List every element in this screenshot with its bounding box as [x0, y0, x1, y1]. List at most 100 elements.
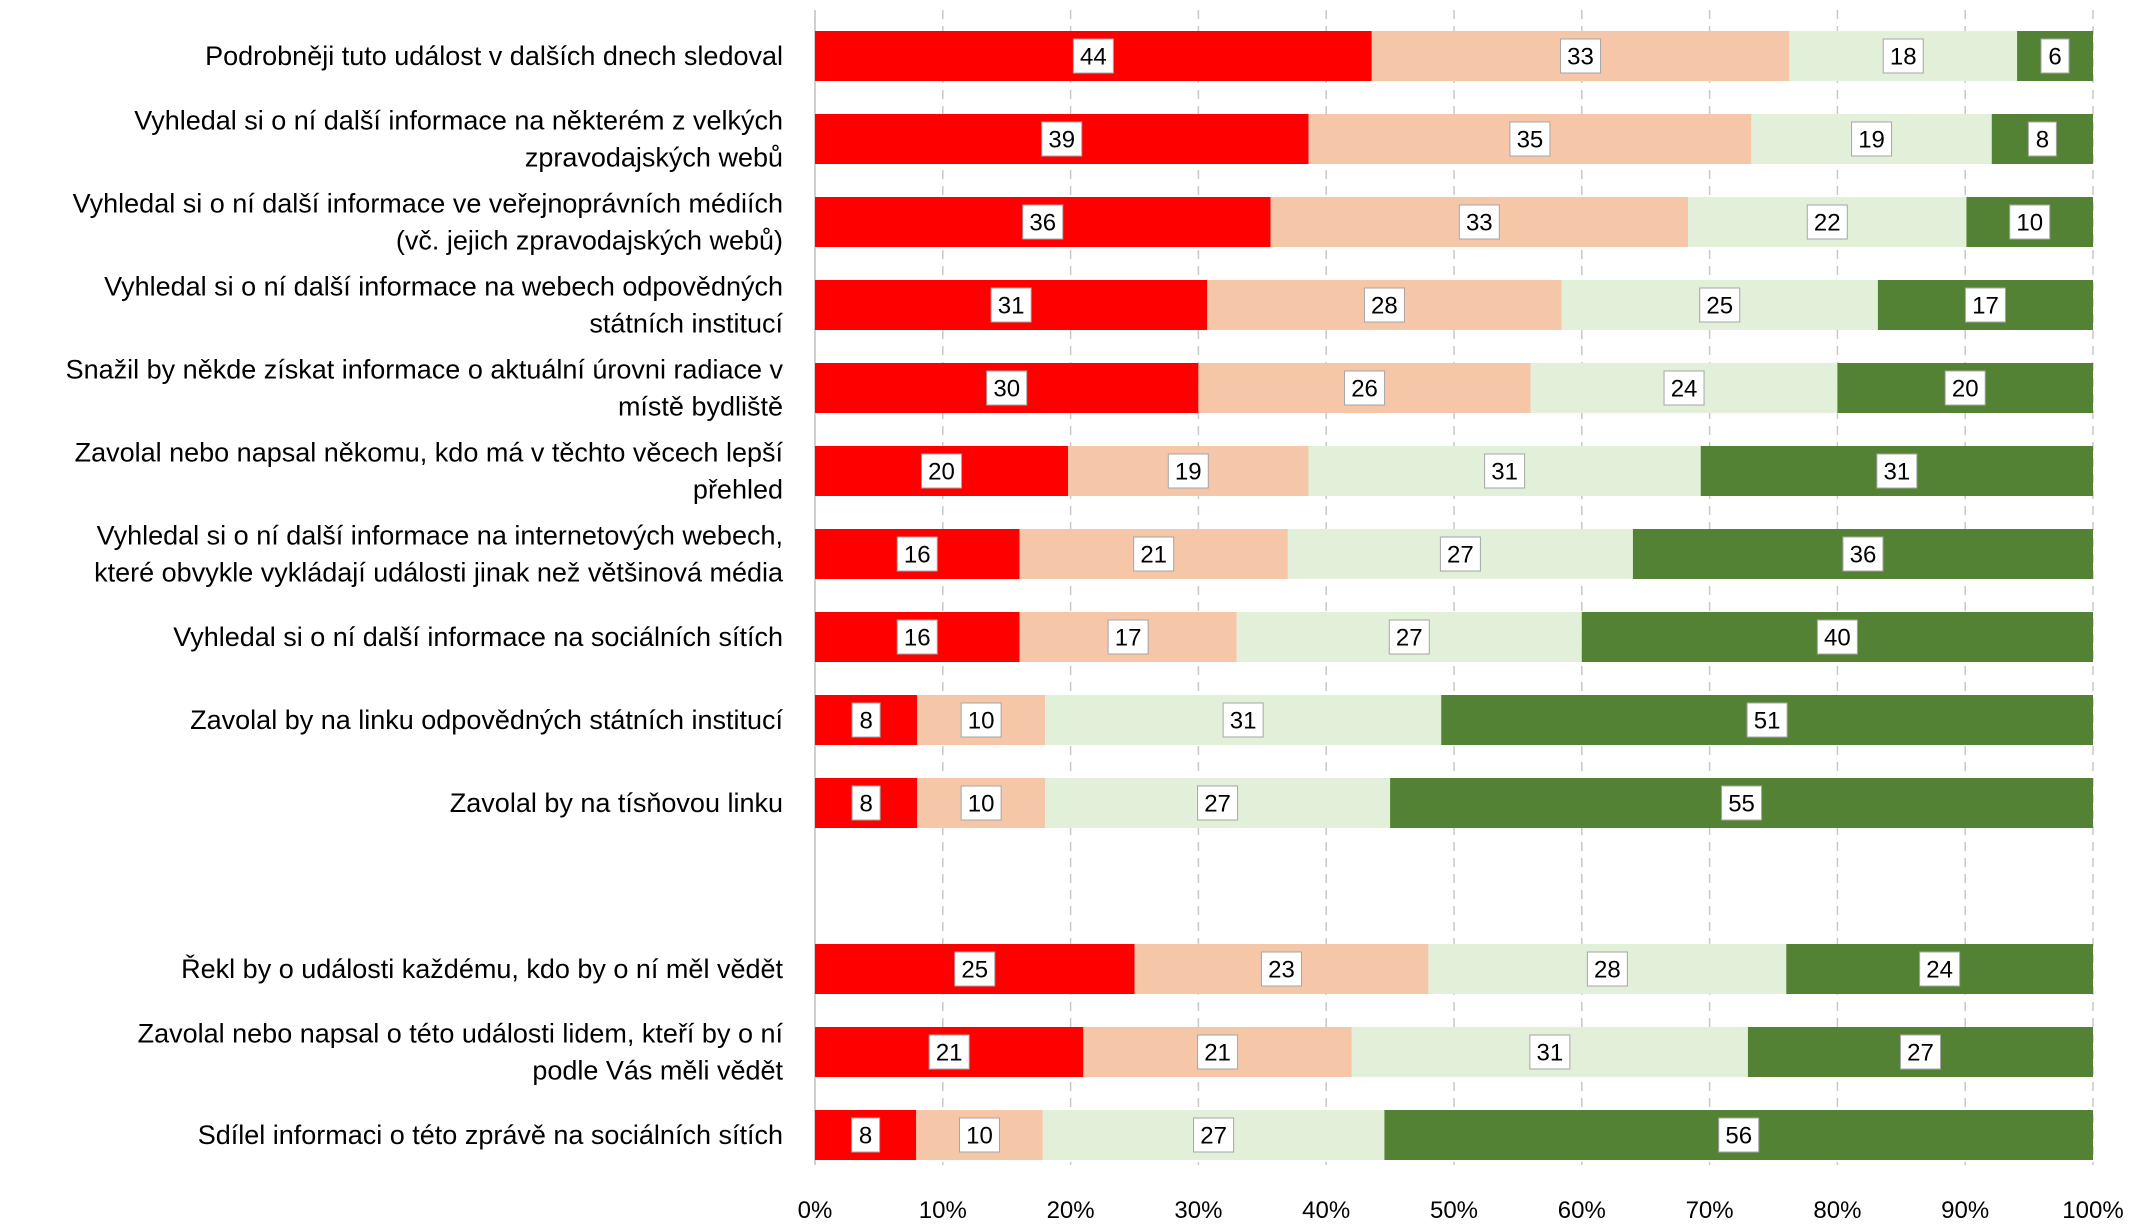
- category-labels: Podrobněji tuto událost v dalších dnech …: [66, 41, 784, 1150]
- data-label-box: [1560, 38, 1602, 74]
- data-label: 19: [1175, 459, 1202, 486]
- category-label: Vyhledal si o ní další informace na soci…: [173, 622, 783, 652]
- category-label: Vyhledal si o ní další informace na někt…: [134, 106, 783, 173]
- x-tick-label: 50%: [1430, 1197, 1478, 1224]
- data-label: 40: [1824, 625, 1851, 652]
- data-label-box: [1458, 204, 1500, 240]
- data-label-box: [921, 453, 963, 489]
- x-tick-label: 90%: [1941, 1197, 1989, 1224]
- data-label-box: [1072, 38, 1114, 74]
- data-label: 21: [936, 1040, 963, 1067]
- x-tick-label: 10%: [919, 1197, 967, 1224]
- data-label-box: [896, 619, 938, 655]
- data-label: 28: [1371, 293, 1398, 320]
- data-label-box: [1041, 121, 1083, 157]
- x-tick-label: 80%: [1813, 1197, 1861, 1224]
- data-label-box: [851, 1117, 881, 1153]
- bar-row: 8 10 27 55: [815, 778, 2093, 828]
- data-label-box: [1388, 619, 1430, 655]
- category-label: Snažil by někde získat informace o aktuá…: [66, 355, 784, 422]
- data-label: 31: [1491, 459, 1518, 486]
- data-label-box: [1107, 619, 1149, 655]
- bar-row: 36 33 22 10: [815, 197, 2093, 247]
- data-label-box: [1022, 204, 1064, 240]
- bar-row: 8 10 31 51: [815, 695, 2093, 745]
- data-label-box: [1882, 38, 1924, 74]
- bar-row: 39 35 19 8: [815, 114, 2093, 164]
- data-label-box: [1222, 702, 1264, 738]
- x-tick-label: 60%: [1558, 1197, 1606, 1224]
- data-label-box: [1193, 1117, 1235, 1153]
- category-label: Sdílel informaci o této zprávě na sociál…: [198, 1120, 783, 1150]
- data-label: 21: [1204, 1040, 1231, 1067]
- data-label: 25: [961, 957, 988, 984]
- data-label-box: [896, 536, 938, 572]
- category-label: Podrobněji tuto událost v dalších dnech …: [205, 41, 783, 71]
- data-label: 16: [904, 625, 931, 652]
- data-label: 10: [968, 791, 995, 818]
- data-label: 26: [1351, 376, 1378, 403]
- data-label: 31: [1884, 459, 1911, 486]
- data-label: 17: [1972, 293, 1999, 320]
- data-label: 33: [1466, 210, 1493, 237]
- data-label-box: [1964, 287, 2006, 323]
- data-label-box: [1816, 619, 1858, 655]
- category-label: Zavolal by na tísňovou linku: [450, 788, 783, 818]
- data-label: 18: [1890, 44, 1917, 71]
- bar-row: 31 28 25 17: [815, 280, 2093, 330]
- data-label-box: [1167, 453, 1209, 489]
- data-label-box: [958, 1117, 1000, 1153]
- x-tick-label: 70%: [1686, 1197, 1734, 1224]
- data-label-box: [990, 287, 1032, 323]
- x-axis-tick-labels: 0% 10% 20% 30% 40% 50% 60% 70% 80% 90% 100%: [798, 1197, 2124, 1224]
- data-label-box: [1484, 453, 1526, 489]
- x-tick-label: 100%: [2062, 1197, 2123, 1224]
- data-label: 36: [1029, 210, 1056, 237]
- data-label: 27: [1200, 1123, 1227, 1150]
- data-label-box: [1919, 951, 1961, 987]
- data-label-box: [1842, 536, 1884, 572]
- data-label: 25: [1706, 293, 1733, 320]
- data-label: 30: [993, 376, 1020, 403]
- data-label: 10: [2016, 210, 2043, 237]
- data-label-box: [1260, 951, 1302, 987]
- data-label-box: [1699, 287, 1741, 323]
- category-label: Vyhledal si o ní další informace ve veře…: [73, 189, 783, 256]
- data-label: 8: [2036, 127, 2049, 154]
- data-label: 56: [1725, 1123, 1752, 1150]
- bar-row: 25 23 28 24: [815, 944, 2093, 994]
- data-label-box: [1944, 370, 1986, 406]
- data-label: 24: [1926, 957, 1953, 984]
- category-label: Zavolal by na linku odpovědných státních…: [190, 705, 783, 735]
- data-label: 27: [1447, 542, 1474, 569]
- data-label-box: [1663, 370, 1705, 406]
- x-tick-label: 40%: [1302, 1197, 1350, 1224]
- data-label: 17: [1115, 625, 1142, 652]
- data-label: 27: [1907, 1040, 1934, 1067]
- data-label-box: [1509, 121, 1551, 157]
- data-label: 33: [1567, 44, 1594, 71]
- data-label: 23: [1268, 957, 1295, 984]
- data-label: 51: [1754, 708, 1781, 735]
- data-label-box: [2040, 38, 2070, 74]
- data-label: 21: [1140, 542, 1167, 569]
- data-label: 24: [1671, 376, 1698, 403]
- x-tick-label: 0%: [798, 1197, 833, 1224]
- data-label-box: [1197, 785, 1239, 821]
- data-label: 31: [998, 293, 1025, 320]
- data-label-box: [1586, 951, 1628, 987]
- bar-row: 20 19 31 31: [815, 446, 2093, 496]
- data-label: 16: [904, 542, 931, 569]
- x-tick-label: 20%: [1047, 1197, 1095, 1224]
- category-label: Zavolal nebo napsal o této události lide…: [138, 1019, 784, 1086]
- data-label-box: [1133, 536, 1175, 572]
- category-label: Zavolal nebo napsal někomu, kdo má v těc…: [75, 438, 784, 505]
- data-label-box: [1529, 1034, 1571, 1070]
- data-label-box: [851, 785, 881, 821]
- data-label-box: [960, 702, 1002, 738]
- bar-row: 16 17 27 40: [815, 612, 2093, 662]
- data-label: 19: [1858, 127, 1885, 154]
- bar-row: 44 33 18 6: [815, 31, 2093, 81]
- data-label-box: [1899, 1034, 1941, 1070]
